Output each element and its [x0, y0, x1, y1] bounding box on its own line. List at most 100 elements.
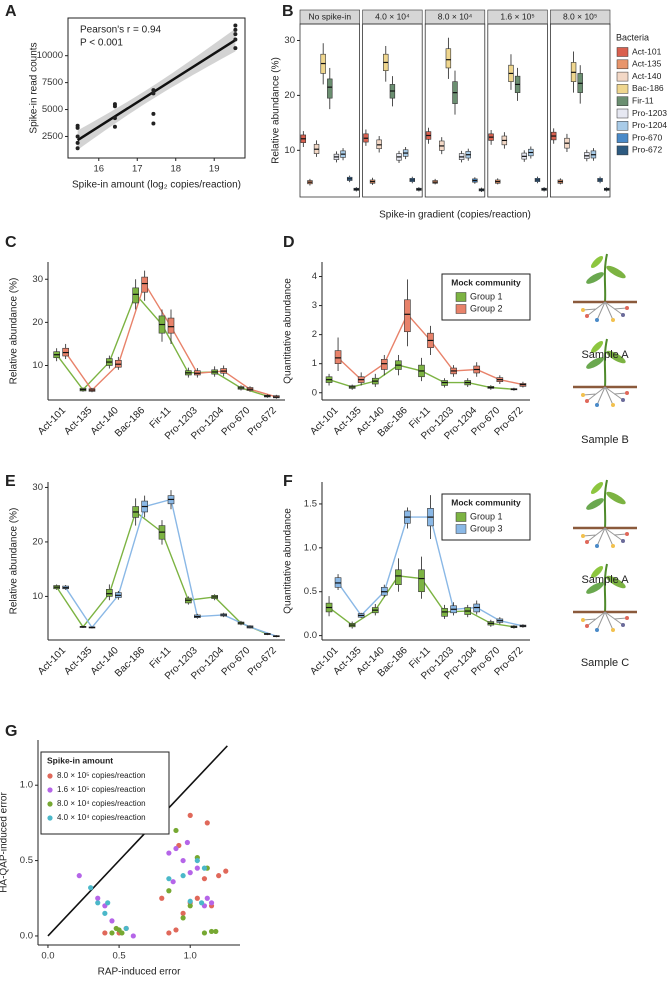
facet-frame [299, 23, 360, 198]
legend-label: Group 2 [470, 303, 503, 313]
box [445, 48, 452, 69]
point [223, 868, 229, 874]
point [204, 895, 210, 901]
y-axis-title: Quantitative abundance [283, 508, 294, 614]
x-tick-label: 1.0 [184, 951, 197, 962]
y-tick-label: 20 [284, 90, 295, 101]
sample-label: Sample A [581, 574, 629, 586]
x-tick-label: Act-135 [62, 405, 94, 437]
x-axis-title: Spike-in amount (log₂ copies/reaction) [72, 180, 241, 191]
y-tick-label: 3 [312, 300, 317, 311]
point [75, 140, 80, 145]
point [201, 865, 208, 871]
sample-label: Sample C [581, 657, 629, 669]
legend-label: Pro-670 [632, 132, 663, 142]
legend-swatch [616, 133, 629, 143]
y-axis-title: Spike-in read counts [29, 42, 40, 133]
y-tick-label: 4 [312, 271, 317, 282]
legend-label: 4.0 × 10⁴ copies/reaction [57, 813, 146, 822]
facet-label: 8.0 × 10⁵ [563, 11, 597, 21]
y-tick-label: 10 [32, 591, 43, 602]
point [76, 873, 82, 879]
y-tick-label: 1.0 [304, 542, 317, 553]
panel-label: C [5, 234, 17, 251]
legend-swatch [455, 512, 467, 522]
y-tick-label: 1 [312, 358, 317, 369]
legend-label: Fir-11 [632, 95, 654, 105]
legend-swatch [47, 773, 53, 779]
point [180, 915, 186, 921]
y-tick-label: 30 [284, 35, 295, 46]
point [180, 873, 186, 879]
point [102, 930, 108, 936]
point [109, 930, 115, 936]
point [180, 857, 186, 864]
y-tick-label: 5000 [42, 104, 63, 115]
point [159, 895, 165, 901]
point [173, 845, 179, 852]
point [105, 900, 111, 906]
y-tick-label: 10 [32, 360, 43, 371]
box [395, 569, 402, 585]
y-tick-label: 20 [32, 317, 43, 328]
legend-title: Bacteria [616, 32, 649, 42]
point [233, 23, 238, 28]
legend-label: Bac-186 [632, 83, 664, 93]
legend-swatch [47, 787, 53, 793]
point [113, 925, 119, 932]
point [208, 928, 215, 935]
point [194, 865, 200, 871]
point [151, 91, 156, 96]
x-tick-label: 0.5 [112, 951, 125, 962]
legend-label: 8.0 × 10⁴ copies/reaction [57, 799, 146, 808]
legend-label: 8.0 × 10⁵ copies/reaction [57, 771, 145, 780]
legend-swatch [616, 84, 629, 94]
point [75, 146, 80, 151]
legend-label: Act-140 [632, 71, 662, 81]
x-tick-label: 16 [93, 164, 104, 175]
point [201, 930, 208, 936]
y-tick-label: 0.5 [304, 586, 317, 597]
panel-label: B [282, 3, 294, 20]
point [166, 876, 172, 882]
facet-frame [424, 23, 486, 198]
panel-label: F [283, 473, 293, 490]
y-tick-label: 0.0 [20, 930, 33, 941]
box [132, 287, 139, 304]
point [187, 812, 193, 818]
annotation: Pearson's r = 0.94 [80, 25, 162, 36]
point [75, 134, 80, 139]
sample-label: Sample B [581, 434, 629, 446]
x-tick-label: Bac-186 [113, 405, 147, 439]
point [123, 925, 129, 932]
point [180, 910, 186, 916]
point [204, 820, 210, 826]
legend-label: Group 1 [470, 291, 503, 301]
point [194, 895, 200, 901]
x-tick-label: Pro-672 [246, 645, 279, 678]
point [88, 885, 94, 891]
x-tick-label: Bac-186 [113, 645, 147, 679]
x-axis-title: RAP-induced error [98, 967, 181, 978]
legend-box [40, 751, 170, 835]
panel-label: E [5, 473, 16, 490]
box [167, 317, 175, 334]
point [233, 37, 238, 42]
y-axis-title: Relative abundance (%) [9, 508, 20, 615]
facet-label: 8.0 × 10⁴ [438, 11, 473, 21]
legend-label: Pro-1204 [632, 120, 667, 130]
point [198, 900, 205, 906]
point [130, 933, 136, 939]
y-axis-title: Relative abundance (%) [271, 57, 282, 164]
point [216, 873, 222, 879]
point [112, 116, 117, 121]
facet-label: No spike-in [309, 11, 352, 21]
legend-swatch [455, 524, 467, 534]
y-tick-label: 10000 [37, 50, 63, 61]
facet-label: 1.6 × 10⁵ [500, 11, 534, 21]
point [102, 910, 108, 916]
point [112, 124, 117, 129]
point [119, 930, 125, 936]
